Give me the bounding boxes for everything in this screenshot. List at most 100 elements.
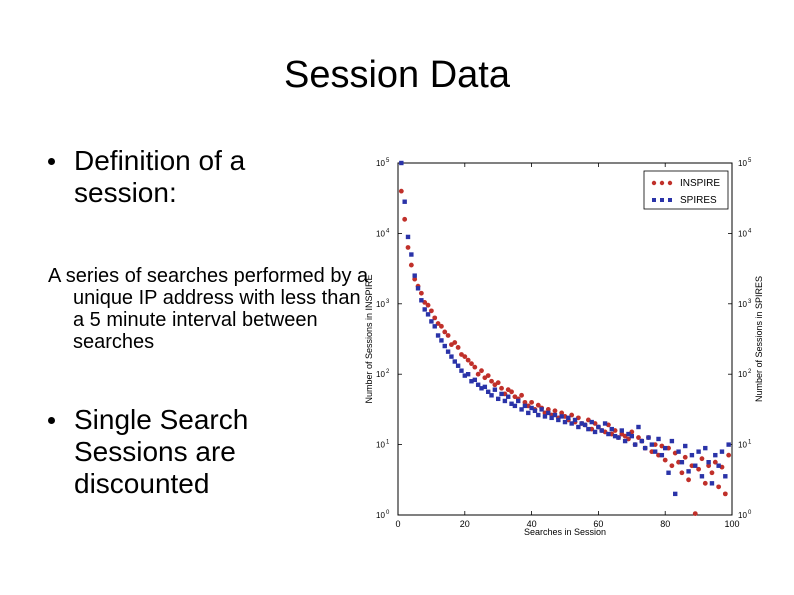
y-axis-label-left: Number of Sessions in INSPIRE xyxy=(364,274,374,403)
spires-point xyxy=(703,445,708,451)
spires-point xyxy=(399,160,404,166)
y-tick-exponent-left: 1 xyxy=(386,440,390,446)
inspire-point xyxy=(636,435,641,440)
x-tick-label: 40 xyxy=(527,519,537,529)
x-tick-label: 60 xyxy=(593,519,603,529)
spires-point xyxy=(666,470,671,475)
spires-point xyxy=(576,424,581,430)
spires-point xyxy=(656,436,661,442)
inspire-point xyxy=(469,361,474,367)
inspire-point xyxy=(452,340,458,345)
y-tick-exponent-right: 2 xyxy=(748,369,752,375)
inspire-point xyxy=(522,399,528,405)
inspire-point xyxy=(445,333,451,338)
legend-marker-inspire xyxy=(659,180,665,186)
spires-point xyxy=(566,415,571,421)
inspire-point xyxy=(706,463,712,469)
y-tick-label-left: 10 xyxy=(376,229,385,238)
spires-point xyxy=(642,445,648,451)
spires-point xyxy=(409,252,414,257)
spires-point xyxy=(425,312,431,317)
spires-point xyxy=(459,368,464,373)
inspire-point xyxy=(669,463,675,469)
y-tick-exponent-left: 2 xyxy=(386,369,390,375)
spires-point xyxy=(663,445,668,451)
inspire-point xyxy=(702,480,708,486)
spires-point xyxy=(519,407,524,412)
legend-label-inspire: INSPIRE xyxy=(680,178,720,189)
y-tick-exponent-right: 4 xyxy=(748,228,752,234)
spires-point xyxy=(673,491,678,497)
spires-point xyxy=(536,412,541,418)
legend-label-spires: SPIRES xyxy=(680,195,717,206)
spires-point xyxy=(455,363,461,368)
inspire-point xyxy=(425,302,431,308)
spires-point xyxy=(622,438,628,444)
bullet-dot xyxy=(48,417,55,424)
y-tick-exponent-left: 4 xyxy=(386,228,390,234)
spires-point xyxy=(569,421,574,426)
x-tick-label: 0 xyxy=(395,519,400,529)
x-tick-label: 20 xyxy=(460,519,470,529)
inspire-point xyxy=(485,373,491,379)
spires-point xyxy=(612,433,618,439)
y-tick-label-left: 10 xyxy=(376,511,385,520)
y-tick-exponent-right: 0 xyxy=(748,510,752,516)
spires-point xyxy=(559,414,564,419)
spires-point xyxy=(452,359,457,364)
spires-point xyxy=(549,415,554,421)
y-tick-label-right: 10 xyxy=(738,511,747,520)
spires-point xyxy=(502,398,508,404)
spires-point xyxy=(472,377,478,383)
inspire-point xyxy=(408,262,414,268)
spires-point xyxy=(479,386,484,391)
spires-point xyxy=(669,438,675,444)
spires-point xyxy=(606,431,611,437)
spires-point xyxy=(582,422,588,428)
y-tick-label-left: 10 xyxy=(376,300,385,309)
inspire-point xyxy=(429,308,434,314)
spires-point xyxy=(462,373,467,378)
inspire-point xyxy=(535,402,541,408)
spires-point xyxy=(556,417,561,423)
spires-point xyxy=(716,463,721,468)
spires-point xyxy=(442,343,447,349)
spires-point xyxy=(649,442,655,447)
spires-point xyxy=(609,426,614,432)
spires-point xyxy=(496,396,501,402)
inspire-point xyxy=(412,276,418,282)
inspire-point xyxy=(696,466,701,472)
spires-point xyxy=(526,410,531,416)
legend-marker-spires xyxy=(660,198,664,202)
inspire-point xyxy=(519,392,524,398)
x-tick-label: 100 xyxy=(724,519,739,529)
spires-point xyxy=(432,324,437,329)
spires-point xyxy=(629,433,634,439)
inspire-point xyxy=(398,188,404,194)
legend-marker-inspire xyxy=(651,180,657,186)
spires-point xyxy=(402,199,407,204)
definition-paragraph: A series of searches performed by a uniq… xyxy=(48,265,369,353)
inspire-point xyxy=(699,456,705,462)
spires-point xyxy=(619,428,624,433)
spires-point xyxy=(439,338,444,343)
spires-point xyxy=(599,428,604,433)
bullet-text: Definition of a session: xyxy=(74,145,246,208)
inspire-point xyxy=(709,470,715,476)
spires-point xyxy=(626,431,631,437)
spires-point xyxy=(512,403,518,409)
legend-marker-inspire xyxy=(667,180,673,186)
y-tick-label-right: 10 xyxy=(738,159,747,168)
spires-point xyxy=(469,379,474,384)
inspire-point xyxy=(529,399,534,405)
spires-point xyxy=(686,469,691,474)
inspire-point xyxy=(479,368,484,374)
spires-point xyxy=(405,234,411,240)
spires-point xyxy=(713,452,718,458)
legend-box xyxy=(643,170,729,210)
spires-point xyxy=(522,403,528,409)
y-tick-label-left: 10 xyxy=(376,159,385,168)
spires-point xyxy=(696,449,701,454)
spires-point xyxy=(586,426,591,432)
